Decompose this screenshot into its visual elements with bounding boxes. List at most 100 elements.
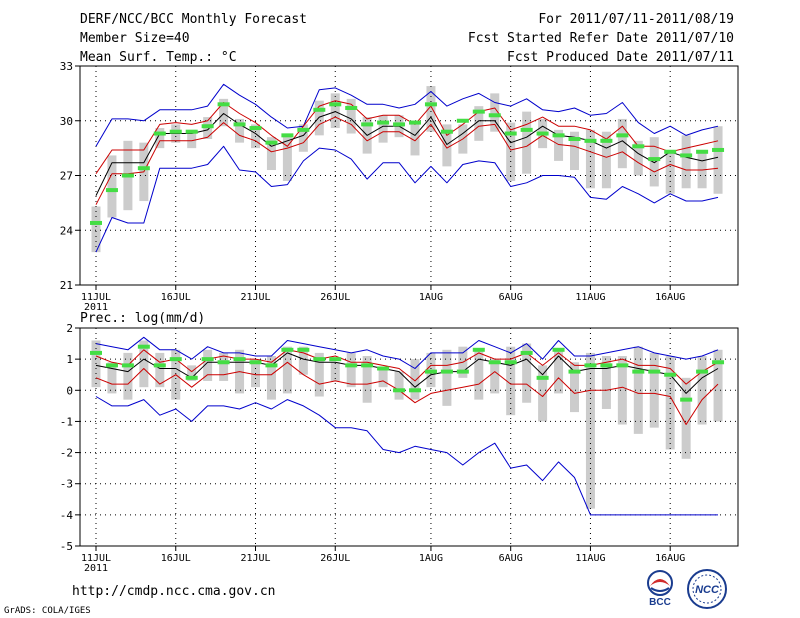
forecast-produced-date: Fcst Produced Date 2011/07/11: [507, 50, 734, 65]
ensemble-box: [474, 349, 484, 400]
x-tick-label: 21JUL: [240, 292, 270, 303]
x-tick-label: 11JUL: [81, 553, 111, 564]
median-marker: [265, 363, 278, 368]
bcc-logo: BCC: [647, 570, 673, 608]
median-marker: [281, 347, 294, 352]
ensemble-box: [617, 118, 627, 169]
ensemble-box: [474, 106, 484, 141]
median-marker: [584, 138, 597, 143]
median-marker: [90, 350, 102, 355]
median-marker: [201, 124, 214, 129]
median-marker: [121, 173, 134, 178]
ensemble-box: [187, 365, 197, 381]
ensemble-box: [649, 137, 659, 187]
chart-title: DERF/NCC/BCC Monthly Forecast: [80, 12, 307, 27]
ensemble-box: [713, 126, 723, 194]
x-tick-label: 21JUL: [240, 553, 270, 564]
series-line-min: [95, 145, 719, 253]
ncc-logo: NCC: [687, 569, 727, 609]
y-tick-label: 33: [60, 60, 73, 73]
median-marker: [137, 344, 150, 349]
x-year-label: 2011: [84, 563, 108, 574]
median-marker: [409, 120, 421, 125]
y-tick-label: 24: [60, 224, 74, 237]
series-line-lower: [95, 361, 719, 425]
ensemble-box: [298, 124, 308, 152]
ensemble-box: [522, 343, 532, 403]
median-marker: [201, 357, 214, 362]
y-tick-label: -2: [60, 447, 73, 460]
y-tick-label: 0: [66, 384, 73, 397]
median-marker: [137, 166, 150, 171]
y-tick-label: -3: [60, 478, 73, 491]
y-tick-label: 21: [60, 279, 73, 292]
median-marker: [536, 375, 549, 380]
median-marker: [632, 144, 645, 149]
x-tick-label: 16JUL: [161, 292, 191, 303]
median-marker: [632, 369, 645, 374]
median-marker: [361, 122, 374, 127]
precipitation-panel: -5 -4 -3 -2 -1 0 1 2 11JUL 16JUL 21JUL 26JUL 1AUG 6AU…: [60, 311, 739, 574]
series-line-upper: [95, 100, 719, 174]
median-marker: [616, 133, 629, 138]
median-marker: [504, 360, 517, 365]
median-marker: [424, 102, 437, 107]
median-marker: [217, 360, 230, 365]
temperature-panel: 21 24 27 30 33 11JUL 16JUL 21JUL 26JUL 1AUG 6AUG 11…: [60, 60, 739, 313]
ensemble-box: [91, 206, 101, 253]
bcc-logo-text: BCC: [649, 597, 671, 608]
median-marker: [233, 122, 246, 127]
median-marker: [121, 363, 134, 368]
median-marker: [329, 102, 342, 107]
ensemble-box: [107, 362, 117, 394]
ensemble-box: [219, 98, 229, 127]
median-marker: [488, 360, 501, 365]
series-line-upper: [95, 349, 719, 385]
ensemble-box: [506, 346, 516, 416]
y-tick-label: -4: [60, 509, 74, 522]
ensemble-box: [346, 98, 356, 134]
ensemble-box: [155, 128, 165, 149]
y-tick-label: 1: [66, 353, 73, 366]
ensemble-box: [681, 135, 691, 189]
series-line-max: [95, 83, 719, 147]
median-marker: [217, 102, 230, 107]
x-tick-label: 26JUL: [320, 553, 350, 564]
median-marker: [648, 157, 661, 162]
median-marker: [440, 129, 453, 134]
ensemble-box: [203, 349, 213, 381]
ensemble-box: [282, 137, 292, 181]
median-marker: [472, 347, 485, 352]
ensemble-box: [442, 124, 452, 167]
ensemble-box: [601, 356, 611, 409]
median-marker: [313, 107, 326, 112]
ensemble-box: [187, 129, 197, 149]
ensemble-box: [697, 149, 707, 189]
median-marker: [456, 369, 469, 374]
ensemble-box: [633, 140, 643, 176]
y-tick-label: 2: [66, 322, 73, 335]
median-marker: [377, 120, 390, 125]
series-line-max: [95, 336, 719, 369]
series-line-min: [95, 396, 718, 516]
median-marker: [552, 133, 565, 138]
median-marker: [504, 131, 517, 136]
median-marker: [249, 126, 262, 131]
median-marker: [680, 397, 693, 402]
y-tick-label: 30: [60, 115, 73, 128]
median-marker: [472, 109, 485, 114]
median-marker: [536, 131, 549, 136]
plot-frame: [79, 327, 739, 547]
median-marker: [297, 127, 310, 132]
ensemble-box: [617, 356, 627, 425]
median-marker: [377, 366, 390, 371]
ensemble-box: [633, 346, 643, 434]
median-marker: [680, 153, 693, 158]
median-marker: [488, 113, 501, 118]
median-marker: [105, 363, 118, 368]
ensemble-box: [585, 352, 595, 509]
ensemble-box: [378, 368, 388, 388]
ensemble-box: [490, 359, 500, 394]
source-url[interactable]: http://cmdp.ncc.cma.gov.cn: [72, 584, 276, 599]
